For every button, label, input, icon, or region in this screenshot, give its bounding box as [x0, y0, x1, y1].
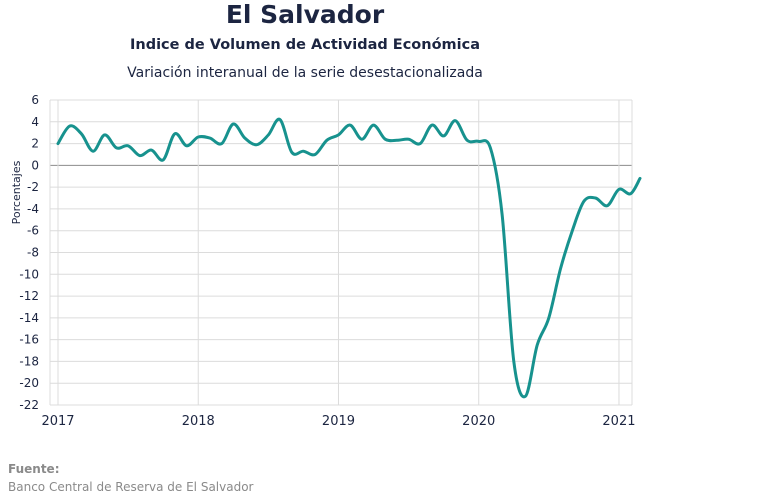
y-tick-label: 4: [31, 115, 39, 129]
x-tick-label: 2018: [182, 414, 215, 429]
y-tick-label: -16: [19, 333, 39, 347]
y-tick-label: 2: [31, 137, 39, 151]
y-tick-label: -10: [19, 267, 39, 281]
chart-subtitle-secondary: Variación interanual de la serie desesta…: [127, 65, 483, 81]
y-axis-label: Porcentajes: [10, 160, 23, 224]
y-tick-label: -14: [19, 311, 39, 325]
grid-lines: [50, 99, 632, 406]
y-tick-label: -2: [27, 180, 39, 194]
y-tick-label: 0: [31, 158, 39, 172]
source-text: Banco Central de Reserva de El Salvador: [8, 480, 254, 494]
series-line: [56, 117, 642, 399]
source-label: Fuente:: [8, 462, 60, 476]
y-tick-label: -22: [19, 398, 39, 412]
series-layer: [56, 117, 642, 399]
y-tick-label: -20: [19, 376, 39, 390]
y-tick-label: -8: [27, 246, 39, 260]
y-tick-label: -18: [19, 354, 39, 368]
y-tick-label: -12: [19, 289, 39, 303]
chart-title: El Salvador: [225, 0, 385, 29]
y-tick-label: -4: [27, 202, 39, 216]
axes: [49, 100, 633, 406]
y-tick-label: 6: [31, 93, 39, 107]
x-tick-label: 2020: [462, 414, 495, 429]
x-tick-label: 2017: [41, 414, 74, 429]
y-tick-label: -6: [27, 224, 39, 238]
x-tick-label: 2021: [602, 414, 635, 429]
x-tick-label: 2019: [322, 414, 355, 429]
chart-subtitle: Indice de Volumen de Actividad Económica: [129, 37, 480, 53]
